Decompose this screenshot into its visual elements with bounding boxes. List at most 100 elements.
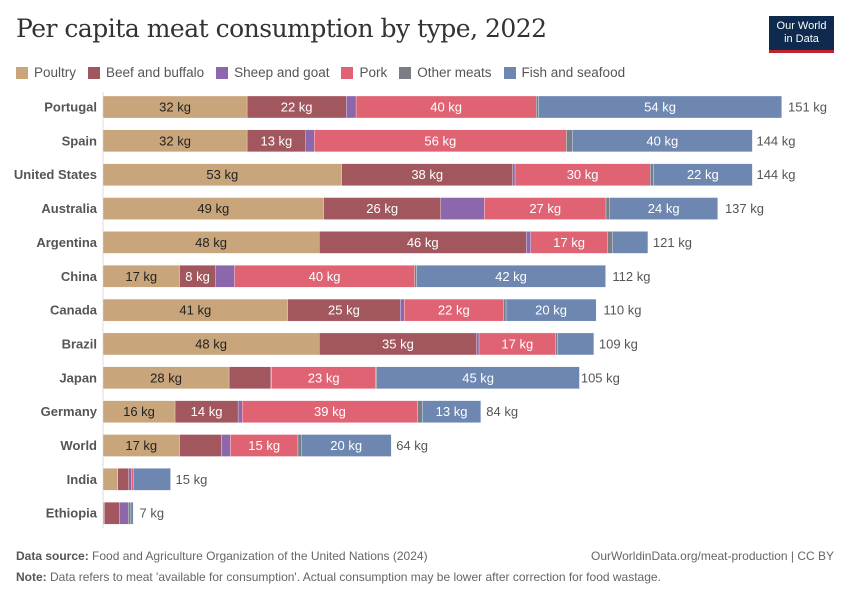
legend-swatch [503, 66, 516, 79]
total-label: 7 kg [140, 506, 165, 521]
bar-segment [102, 502, 105, 525]
segment-label: 22 kg [687, 167, 719, 182]
legend-swatch [88, 66, 101, 79]
segment-label: 40 kg [430, 100, 462, 115]
bar-segment [440, 197, 485, 220]
segment-label: 38 kg [411, 167, 443, 182]
bar-segment [422, 400, 481, 423]
bar-segment [104, 502, 120, 525]
segment-label: 13 kg [436, 404, 468, 419]
bar-segment [526, 231, 531, 254]
bar-segment [305, 129, 315, 153]
note-text: Data refers to meat 'available for consu… [50, 570, 661, 584]
category-label: Japan [59, 370, 97, 385]
source-label: Data source: [16, 549, 89, 563]
segment-label: 15 kg [248, 438, 280, 453]
bar-segment [297, 434, 302, 457]
legend-label: Poultry [34, 65, 77, 80]
bar-segment [512, 163, 516, 186]
bar-segment [503, 298, 507, 322]
total-label: 109 kg [599, 336, 638, 351]
legend-item[interactable]: Fish and seafood [503, 65, 625, 80]
bar-segment [133, 468, 171, 491]
segment-label: 48 kg [195, 235, 227, 250]
segment-label: 30 kg [567, 167, 599, 182]
segment-label: 35 kg [382, 336, 414, 351]
bar-segment [400, 298, 405, 322]
segment-label: 28 kg [150, 370, 182, 385]
legend-label: Pork [359, 65, 388, 80]
bar-segment [346, 95, 357, 119]
segment-label: 53 kg [206, 167, 238, 182]
legend-label: Other meats [417, 65, 492, 80]
bar-segment [130, 502, 134, 525]
legend-item[interactable]: Pork [341, 65, 387, 80]
segment-label: 17 kg [501, 336, 533, 351]
bar-segment [476, 332, 480, 356]
segment-label: 17 kg [125, 438, 157, 453]
bar-segment [221, 434, 231, 457]
bar-segment [179, 434, 222, 457]
category-label: United States [14, 167, 97, 182]
legend-item[interactable]: Sheep and goat [216, 65, 329, 80]
segment-label: 22 kg [438, 303, 470, 318]
chart-title: Per capita meat consumption by type, 202… [16, 14, 547, 43]
bar-segment [414, 265, 417, 288]
total-label: 105 kg [581, 370, 620, 385]
category-label: China [61, 269, 98, 284]
segment-label: 27 kg [529, 201, 561, 216]
source-url[interactable]: OurWorldinData.org/meat-production | CC … [591, 549, 834, 563]
note: Note: Data refers to meat 'available for… [16, 570, 661, 584]
source-text: Food and Agriculture Organization of the… [92, 549, 428, 563]
category-label: Brazil [62, 336, 97, 351]
logo-line2: in Data [784, 33, 819, 45]
bar-segment [557, 332, 595, 356]
total-label: 84 kg [486, 404, 518, 419]
segment-label: 56 kg [424, 133, 456, 148]
segment-label: 46 kg [407, 235, 439, 250]
segment-label: 40 kg [309, 269, 341, 284]
bar-segment [536, 95, 539, 119]
category-label: Spain [62, 133, 97, 148]
owid-logo[interactable]: Our World in Data [769, 16, 834, 53]
total-label: 151 kg [788, 100, 827, 115]
bar-segment [416, 265, 606, 288]
segment-label: 8 kg [185, 269, 210, 284]
bar-segment [102, 468, 119, 491]
bar-segment [119, 502, 129, 525]
bar-segment [653, 163, 753, 186]
bar-segment [612, 231, 649, 254]
segment-label: 45 kg [462, 370, 494, 385]
segment-label: 22 kg [281, 100, 313, 115]
bar-segment [609, 197, 718, 220]
bar-segment [300, 434, 392, 457]
segment-label: 16 kg [123, 404, 155, 419]
segment-label: 13 kg [260, 133, 292, 148]
total-label: 15 kg [176, 472, 208, 487]
note-label: Note: [16, 570, 47, 584]
category-label: World [60, 438, 97, 453]
legend-label: Beef and buffalo [106, 65, 205, 80]
segment-label: 39 kg [314, 404, 346, 419]
legend: Poultry Beef and buffalo Sheep and goat Por… [16, 65, 625, 80]
category-label: Canada [50, 303, 98, 318]
bar-segment [605, 197, 610, 220]
segment-label: 41 kg [179, 303, 211, 318]
bar-segment [215, 265, 235, 288]
category-label: India [67, 472, 98, 487]
bar-segment [228, 366, 272, 389]
legend-label: Sheep and goat [234, 65, 330, 80]
bar-chart: Portugal 32 kg 22 kg 40 kg 54 kg 151 kg Spain 3… [14, 92, 827, 528]
legend-item[interactable]: Other meats [399, 65, 492, 80]
legend-item[interactable]: Poultry [16, 65, 76, 80]
legend-item[interactable]: Beef and buffalo [88, 65, 204, 80]
total-label: 121 kg [653, 235, 692, 250]
bar-segment [505, 298, 597, 322]
segment-label: 20 kg [535, 303, 567, 318]
segment-label: 24 kg [648, 201, 680, 216]
bar-segment [566, 129, 573, 153]
segment-label: 23 kg [308, 370, 340, 385]
bar-segment [376, 366, 580, 389]
category-label: Portugal [44, 100, 97, 115]
